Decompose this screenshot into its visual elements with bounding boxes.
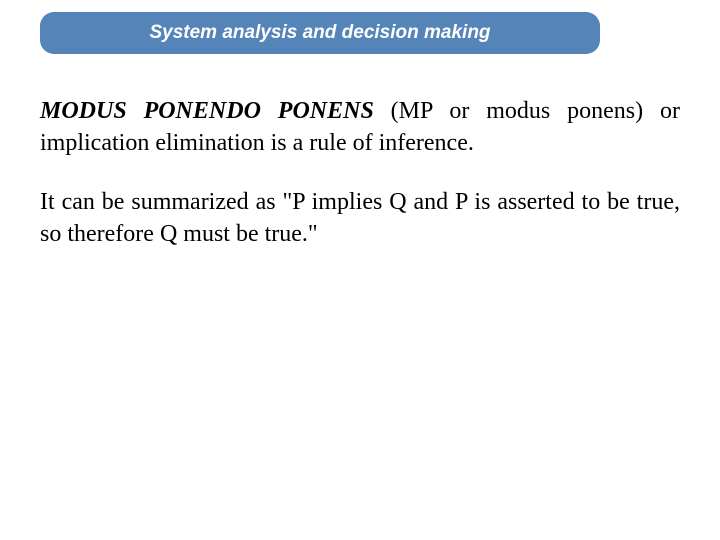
header-bar: System analysis and decision making — [40, 12, 600, 54]
paragraph-2: It can be summarized as "P implies Q and… — [40, 187, 680, 250]
paragraph-1: MODUS PONENDO PONENS (MP or modus ponens… — [40, 96, 680, 159]
term-modus-ponens: MODUS PONENDO PONENS — [40, 98, 374, 124]
header-title: System analysis and decision making — [149, 22, 490, 44]
slide-content: MODUS PONENDO PONENS (MP or modus ponens… — [40, 96, 680, 279]
